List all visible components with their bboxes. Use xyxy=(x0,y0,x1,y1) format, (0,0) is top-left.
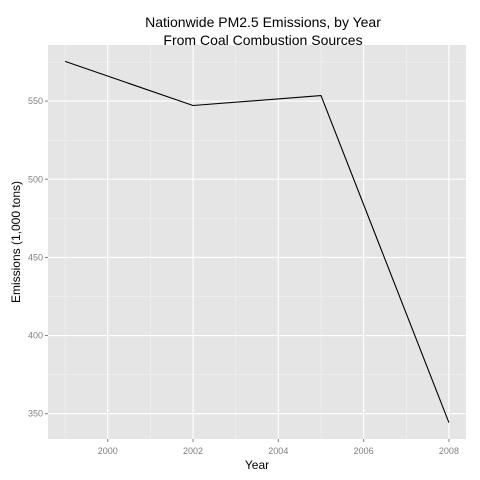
x-axis-title: Year xyxy=(245,458,269,472)
y-axis-ticks: 350 400 450 500 550 xyxy=(28,96,48,419)
x-tick-label: 2008 xyxy=(439,446,459,456)
y-tick-label: 450 xyxy=(28,252,43,262)
y-tick-label: 400 xyxy=(28,331,43,341)
y-tick-label: 550 xyxy=(28,96,43,106)
y-tick-label: 350 xyxy=(28,409,43,419)
x-tick-label: 2004 xyxy=(268,446,288,456)
series-line xyxy=(64,60,450,423)
major-gridlines xyxy=(48,45,466,439)
x-tick-label: 2006 xyxy=(354,446,374,456)
x-axis-ticks: 2000 2002 2004 2006 2008 xyxy=(98,439,459,456)
plot-panel xyxy=(48,45,466,439)
x-tick-label: 2000 xyxy=(98,446,118,456)
series-group xyxy=(64,60,450,423)
x-tick-label: 2002 xyxy=(183,446,203,456)
y-tick-label: 500 xyxy=(28,174,43,184)
chart-title: Nationwide PM2.5 Emissions, by Year xyxy=(145,14,381,30)
y-axis-title: Emissions (1,000 tons) xyxy=(9,181,23,303)
chart-subtitle: From Coal Combustion Sources xyxy=(163,32,362,48)
minor-gridlines xyxy=(48,45,466,439)
